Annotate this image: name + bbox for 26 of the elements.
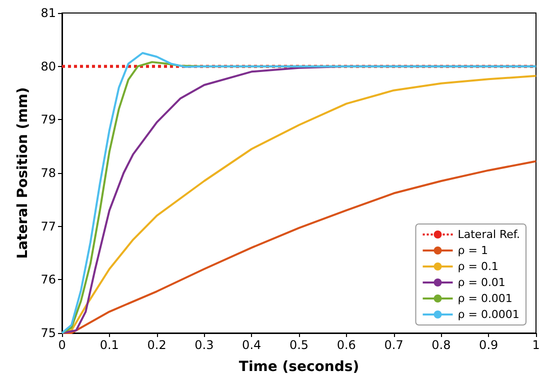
y-tick-label: 76 [40,272,56,287]
x-tick-label: 1 [532,338,540,352]
x-axis-title: Time (seconds) [238,359,360,375]
legend-label: ρ = 1 [458,244,488,257]
x-tick-label: 0.3 [194,338,214,352]
legend-label: ρ = 0.0001 [458,308,520,321]
x-tick-label: 0.5 [289,338,309,352]
x-tick-label: 0.2 [147,338,166,352]
y-tick-label: 79 [40,112,56,127]
y-tick-label: 77 [40,219,56,234]
legend-label: ρ = 0.001 [458,292,512,305]
legend-label: ρ = 0.01 [458,276,506,289]
y-tick-label: 81 [40,6,56,20]
x-tick-label: 0 [58,338,66,352]
y-tick-label: 78 [40,166,56,180]
x-tick-label: 0.1 [100,338,119,352]
x-tick-label: 0.6 [336,338,356,352]
x-tick-label: 0.9 [479,338,498,352]
x-tick-label: 0.8 [432,338,451,352]
y-tick-label: 80 [40,59,56,74]
x-tick-label: 0.4 [242,338,262,352]
y-axis-title: Lateral Position (mm) [14,87,31,259]
x-tick-label: 0.7 [384,338,404,352]
y-tick-label: 75 [40,326,56,340]
legend-label: ρ = 0.1 [458,260,498,273]
legend-label: Lateral Ref. [458,228,520,241]
